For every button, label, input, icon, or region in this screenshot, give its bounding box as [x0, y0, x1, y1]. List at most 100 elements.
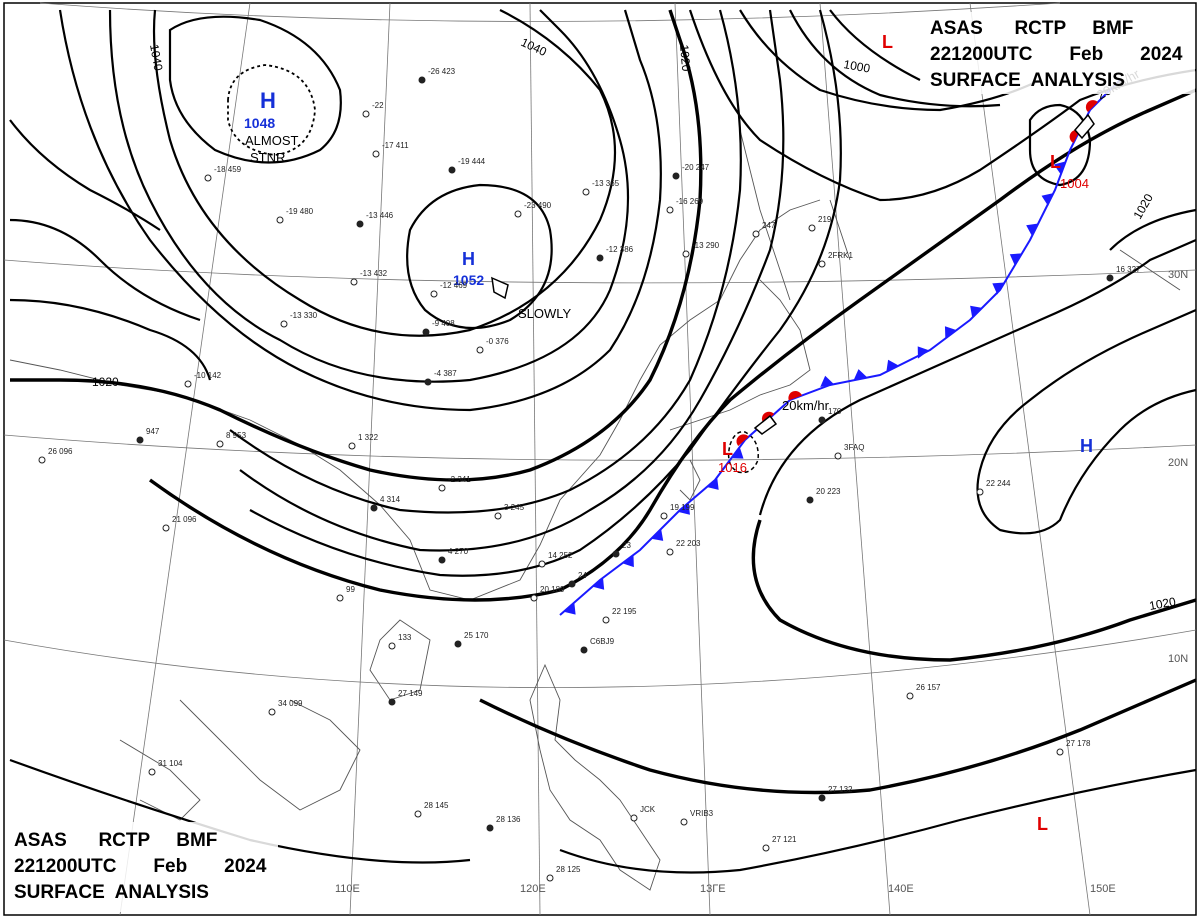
station-marker: [216, 440, 224, 448]
station-marker: [660, 512, 668, 520]
station-marker: [546, 874, 554, 882]
header-line2: 221200UTC Feb 2024: [930, 44, 1183, 65]
station-marker: [580, 646, 588, 654]
station-observation: -18 459: [214, 165, 242, 174]
cold-front-triangle: [853, 369, 868, 381]
station-observation: 27 178: [1066, 739, 1091, 748]
station-observation: -13 365: [592, 179, 620, 188]
station-observation: 23: [622, 541, 631, 550]
station-marker: [148, 768, 156, 776]
isobar-label: 1020: [677, 44, 693, 72]
arrow-icon: [753, 414, 778, 435]
station-observation: 21 096: [172, 515, 197, 524]
low-motion: 20km/hr: [782, 398, 830, 413]
cold-front-triangle: [820, 375, 834, 387]
station-marker: [372, 150, 380, 158]
station-observation: 22 244: [986, 479, 1011, 488]
station-marker: [672, 172, 680, 180]
high-letter: H: [462, 249, 475, 269]
station-marker: [1106, 274, 1114, 282]
cold-front-triangle: [731, 447, 744, 459]
station-observation: VRIB3: [690, 809, 714, 818]
station-marker: [682, 250, 690, 258]
station-marker: [136, 436, 144, 444]
geo-labels: 110E 120E 13ГE 140E 150E 30N 20N 10N: [335, 269, 1188, 895]
station-marker: [834, 452, 842, 460]
station-marker: [630, 814, 638, 822]
station-observation: JCK: [640, 805, 656, 814]
station-observation: 26 096: [48, 447, 73, 456]
station-marker: [818, 416, 826, 424]
cold-front-triangle: [886, 359, 899, 372]
station-marker: [348, 442, 356, 450]
low-letter: L: [882, 32, 893, 52]
station-observation: 22 203: [676, 539, 701, 548]
station-observation: -20 247: [682, 163, 710, 172]
station-marker: [808, 224, 816, 232]
lon-label: 150E: [1090, 883, 1116, 895]
station-observation: 99: [346, 585, 355, 594]
coastlines: [9, 129, 1181, 891]
header-line1: ASAS RCTP BMF: [930, 18, 1133, 39]
station-observation: -26 423: [428, 67, 456, 76]
station-marker: [414, 810, 422, 818]
station-marker: [596, 254, 604, 262]
station-observation: 25 170: [464, 631, 489, 640]
station-observation: 28 125: [556, 865, 581, 874]
high-letter: H: [260, 88, 276, 113]
station-marker: [752, 230, 760, 238]
station-observation: 947: [146, 427, 160, 436]
motion-arrows: [491, 113, 1095, 435]
station-observation: 27 149: [398, 689, 423, 698]
low-pressure: 1016: [718, 460, 747, 475]
high-note: ALMOST: [245, 133, 299, 148]
warm-front-semicircle: [788, 390, 802, 401]
station-marker: [976, 488, 984, 496]
station-observation: 14 252: [548, 551, 573, 560]
station-marker: [438, 556, 446, 564]
cold-front-triangle: [1053, 161, 1066, 175]
station-observation: 20 189: [540, 585, 565, 594]
lat-label: 20N: [1168, 457, 1188, 469]
cold-front-triangle: [970, 305, 983, 318]
header-line3: SURFACE ANALYSIS: [14, 882, 209, 903]
station-marker: [680, 818, 688, 826]
station-marker: [476, 346, 484, 354]
station-observation: 133: [398, 633, 412, 642]
station-marker: [486, 824, 494, 832]
low-pressure: 1004: [1060, 176, 1089, 191]
low-letter: L: [1050, 152, 1061, 172]
station-marker: [818, 794, 826, 802]
station-observation: 27 132: [828, 785, 853, 794]
high-1048: H 1048 ALMOST STNR: [244, 88, 299, 165]
isobar-label: 1000: [842, 57, 871, 75]
station-observation: 31 104: [158, 759, 183, 768]
station-marker: [336, 594, 344, 602]
high-1052: H 1052 SLOWLY: [453, 249, 572, 321]
station-observation: -22: [372, 101, 384, 110]
warm-front-semicircle: [736, 434, 749, 446]
station-marker: [612, 550, 620, 558]
station-observation: 22 195: [612, 607, 637, 616]
high-pressure: 1048: [244, 115, 275, 131]
cold-front-triangle: [678, 502, 690, 515]
cold-front-triangle: [651, 528, 664, 541]
station-marker: [514, 210, 522, 218]
cold-front-triangle: [592, 577, 605, 590]
station-marker: [362, 110, 370, 118]
station-marker: [1056, 748, 1064, 756]
station-observation: C6BJ9: [590, 637, 615, 646]
station-observation: 8 953: [226, 431, 247, 440]
isobars: [9, 9, 1197, 874]
station-marker: [906, 692, 914, 700]
station-marker: [530, 594, 538, 602]
low-1016: L 1016 20km/hr: [718, 398, 830, 475]
station-observations: -26 423 -22 -17 411 -19 444 -18 459 -19 480 -1…: [38, 67, 1141, 882]
header-bottom: ASAS RCTP BMF 221200UTC Feb 2024 SURFACE…: [8, 822, 278, 912]
lon-label: 13ГE: [700, 883, 726, 895]
isobar-label: 1040: [147, 43, 165, 72]
low-letter: L: [722, 439, 733, 459]
station-marker: [268, 708, 276, 716]
station-observation: -13 446: [366, 211, 394, 220]
